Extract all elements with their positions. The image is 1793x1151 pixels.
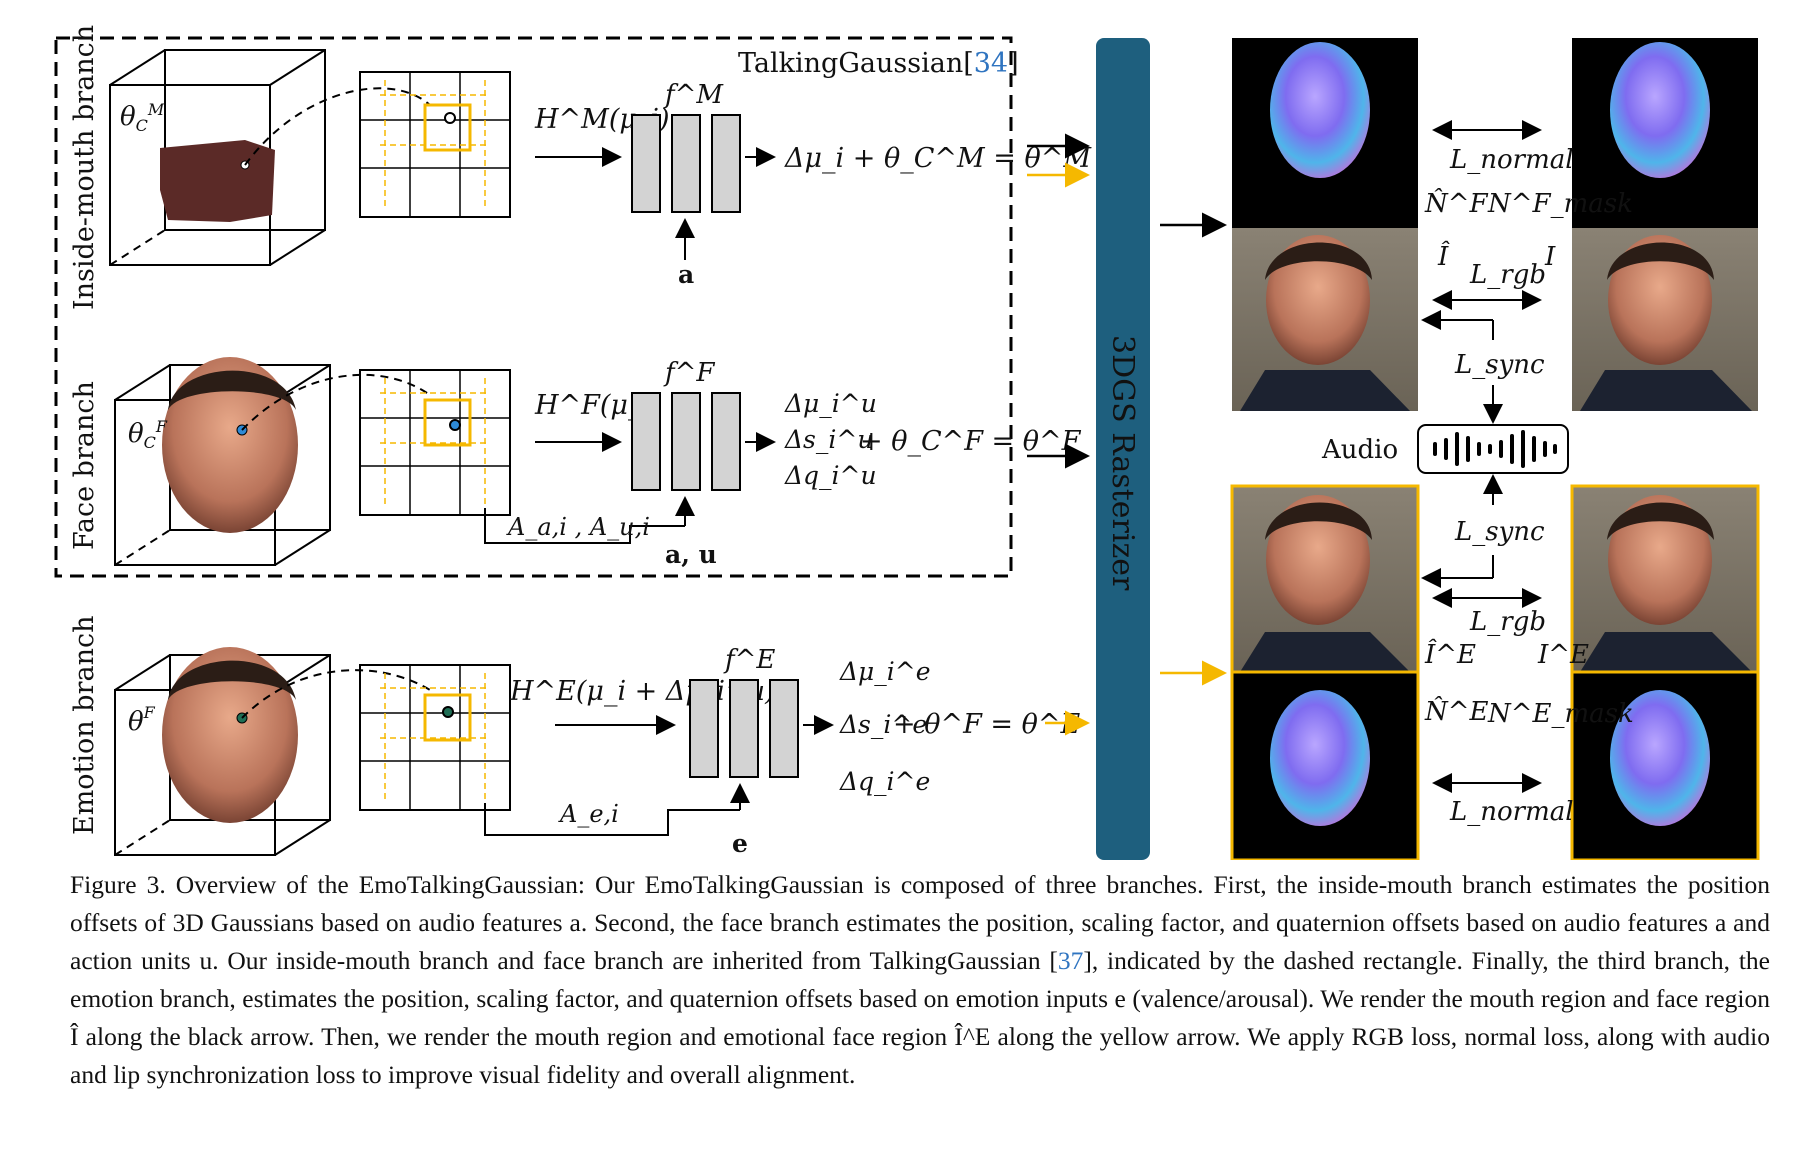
output-emotion-offset-1: Δs_i^e [839,710,927,739]
loss-normal-top: L_normal [1449,145,1574,175]
overview-figure: TalkingGaussian[34] Inside-mouth branch … [54,25,1760,860]
mlp-face [631,392,741,491]
label-i-hat: Î [1437,240,1450,272]
label-i-e: I^E [1537,640,1589,670]
audio-label: Audio [1321,435,1398,465]
face-head-emotion-branch [162,647,298,823]
loss-rgb-bottom: L_rgb [1469,607,1546,637]
theta-label-mouth: θCM [120,100,165,135]
output-emotion-offset-0: Δμ_i^e [839,657,931,686]
input-label-mouth: a [678,260,694,289]
loss-sync-top: L_sync [1454,350,1545,380]
loss-normal-bottom: L_normal [1449,797,1574,827]
input-label-emotion: e [732,829,748,858]
label-n-mask-f: N^F_mask [1487,189,1633,219]
normal-map-gt-emotion [1610,690,1710,826]
branch-label-mouth: Inside-mouth branch [69,25,100,310]
loss-sync-bottom: L_sync [1454,517,1545,547]
face-head-face-branch [162,357,298,533]
caption-reference-link[interactable]: 37 [1057,946,1084,975]
normal-map-pred [1270,42,1370,178]
input-label-face: a, u [665,540,717,569]
attention-label-emotion: A_e,i [558,800,619,828]
mouth-region-blob [160,140,275,222]
theta-label-emotion: θF [128,703,156,737]
mlp-label-mouth: f^M [663,80,724,110]
output-face-offset-1: Δs_i^u [784,425,873,454]
output-mouth: Δμ_i + θ_C^M = θ^M [784,143,1092,174]
attention-label-face: A_a,i , A_u,i [506,513,650,541]
rasterizer-bar [1096,38,1150,860]
audio-waveform-icon [1433,430,1557,468]
loss-rgb-top: L_rgb [1469,260,1546,290]
talking-gaussian-box [54,36,1013,578]
branch-label-face: Face branch [69,381,100,550]
mlp-emotion [689,679,799,778]
hash-grid-face [359,369,511,516]
mlp-mouth [631,114,741,213]
output-emotion-sum: + θ^F = θ^E [893,709,1080,740]
label-i-hat-e: Î^E [1424,638,1476,670]
mlp-label-face: f^F [663,358,715,388]
hash-grid-mouth [359,71,511,218]
caption-text-part-2: ], indicated by the dashed rectangle. Fi… [70,946,1770,1089]
output-face-offset-0: Δμ_i^u [784,389,877,418]
mouth-cube [109,49,326,266]
hash-grid-emotion [359,664,511,811]
label-n-hat-e: N̂^E [1424,696,1489,727]
output-face-sum: + θ_C^F = θ^F [860,426,1082,457]
branch-label-emotion: Emotion branch [69,616,100,835]
theta-label-face: θCF [128,417,168,452]
output-emotion-offset-2: Δq_i^e [839,767,930,796]
output-face-offset-2: Δq_i^u [784,461,877,490]
normal-map-gt [1610,42,1710,178]
rasterizer-label: 3DGS Rasterizer [1105,335,1140,591]
label-i: I [1544,242,1556,272]
talking-gaussian-label: TalkingGaussian[34] [738,48,1019,79]
label-n-mask-e: N^E_mask [1487,699,1634,729]
normal-map-pred-emotion [1270,690,1370,826]
figure-caption: Figure 3. Overview of the EmoTalkingGaus… [70,866,1770,1094]
mlp-label-emotion: f^E [723,645,775,675]
caption-text-part-1: Figure 3. Overview of the EmoTalkingGaus… [70,870,1770,975]
label-n-hat-f: N̂^F [1424,188,1489,219]
